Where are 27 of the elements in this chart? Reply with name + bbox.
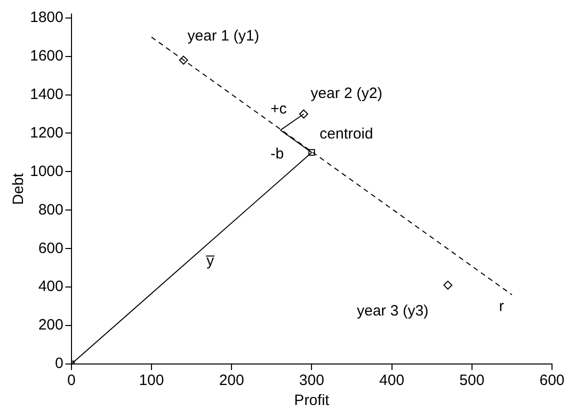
annotation: r: [498, 298, 504, 315]
x-tick-label: 100: [138, 372, 164, 390]
x-tick-label: 300: [299, 372, 324, 390]
x-tick-label: 600: [539, 372, 565, 390]
y-tick-label: 1600: [30, 47, 64, 64]
y-tick-label: 200: [38, 316, 64, 334]
x-axis-title: Profit: [294, 392, 330, 410]
y-axis-title: Debt: [10, 172, 28, 205]
annotation: -b: [270, 145, 284, 162]
y-tick-label: 600: [38, 240, 64, 257]
annotation: year 3 (y3): [356, 302, 429, 320]
x-tick-label: 400: [379, 372, 404, 390]
x-tick-label: 500: [459, 372, 484, 390]
y-tick-label: 1000: [30, 162, 64, 180]
y-tick-label: 1400: [30, 86, 64, 103]
y-tick-label: 0: [55, 355, 64, 372]
annotation: centroid: [320, 126, 374, 143]
annotation: y̅: [205, 252, 216, 270]
annotation: year 1 (y1): [188, 27, 260, 44]
y-tick-label: 1800: [30, 8, 64, 26]
annotation: +c: [270, 100, 288, 118]
x-tick-label: 0: [67, 372, 76, 390]
annotation: year 2 (y2): [310, 85, 382, 102]
y-tick-label: 400: [38, 278, 64, 296]
y-tick-label: 1200: [30, 124, 64, 142]
y-tick-label: 800: [38, 201, 64, 218]
x-tick-label: 200: [219, 372, 244, 390]
